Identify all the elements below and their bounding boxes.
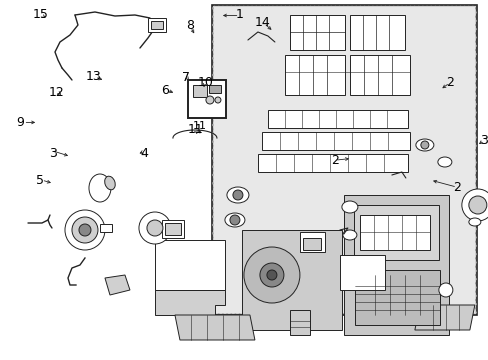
Bar [289,310,309,335]
Circle shape [461,189,488,221]
Circle shape [420,141,428,149]
Bar [211,5,476,315]
Bar [193,85,206,97]
Ellipse shape [341,201,357,213]
Circle shape [215,97,221,103]
Circle shape [260,263,284,287]
Text: 10: 10 [197,76,213,89]
Polygon shape [105,275,130,295]
Bar [349,15,404,50]
Bar [285,55,344,95]
Text: 6: 6 [161,84,169,96]
Bar [359,215,429,250]
Circle shape [205,96,213,104]
Text: 2: 2 [445,76,453,89]
Circle shape [229,215,240,225]
Bar [353,205,438,260]
Bar [208,85,221,93]
Circle shape [65,210,105,250]
Bar [262,132,409,150]
Circle shape [139,212,171,244]
Text: 5: 5 [36,174,44,186]
Text: 3: 3 [49,147,57,159]
Ellipse shape [104,176,115,190]
Text: 2: 2 [330,154,338,167]
Bar [289,15,344,50]
Text: 4: 4 [140,147,148,159]
Bar [211,5,476,315]
Bar [100,224,112,232]
Circle shape [244,247,299,303]
Ellipse shape [468,218,480,226]
Ellipse shape [224,213,244,227]
Ellipse shape [226,187,248,203]
Polygon shape [175,315,254,340]
Text: 3: 3 [479,134,487,147]
Bar [302,238,320,250]
Circle shape [438,283,452,297]
Bar [155,240,224,290]
Text: 9: 9 [17,116,24,129]
Bar [213,7,474,313]
Bar [151,21,163,29]
Bar [339,255,384,290]
Ellipse shape [437,157,451,167]
Bar [148,18,165,32]
Circle shape [468,196,486,214]
Bar [162,220,183,238]
Circle shape [266,270,276,280]
Bar [187,80,225,118]
Bar [257,154,407,172]
Text: 14: 14 [255,16,270,29]
Polygon shape [414,305,474,330]
Ellipse shape [415,139,433,151]
Bar [299,232,324,252]
Circle shape [147,220,163,236]
Bar [343,195,448,335]
Bar [354,270,439,325]
Bar [164,223,181,235]
Circle shape [232,190,243,200]
Bar [242,230,341,330]
Bar [267,110,407,128]
Text: 8: 8 [185,19,193,32]
Ellipse shape [342,230,356,240]
Text: 11: 11 [193,121,206,131]
Text: 7: 7 [182,71,189,84]
Circle shape [72,217,98,243]
Polygon shape [155,290,224,315]
Circle shape [79,224,91,236]
Text: 1: 1 [235,8,243,21]
Text: 13: 13 [86,70,102,83]
Text: 15: 15 [33,8,48,21]
Bar [349,55,409,95]
Text: 12: 12 [49,86,64,99]
Ellipse shape [89,174,111,202]
Text: 11: 11 [187,123,203,136]
Text: 2: 2 [452,181,460,194]
